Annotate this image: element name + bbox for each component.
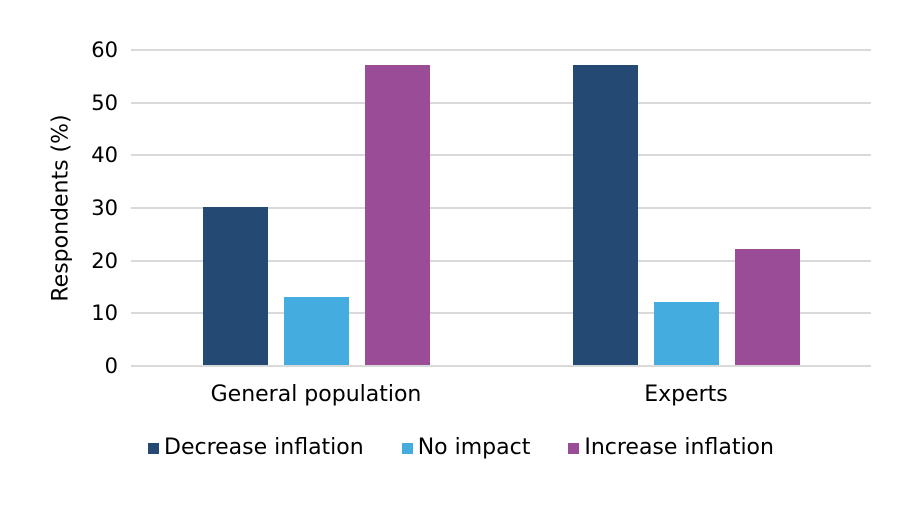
gridline-y-0: [131, 365, 871, 367]
bar-experts-no-impact: [653, 301, 719, 365]
bar-groups: [131, 49, 871, 367]
y-tick-label-0: 0: [104, 354, 118, 378]
plot-area: [131, 49, 871, 367]
legend-marker-no-impact: [401, 442, 413, 454]
gridline-y-10: [131, 312, 871, 315]
gridline-y-50: [131, 101, 871, 104]
legend-label-no-impact: No impact: [417, 435, 531, 460]
legend-label-increase-inflation: Increase inflation: [584, 435, 774, 460]
x-category-label-general-population: General population: [210, 382, 422, 407]
x-axis-category-labels: General population Experts: [131, 381, 871, 409]
bar-general-population-increase-inflation: [364, 64, 430, 365]
y-tick-label-40: 40: [91, 143, 118, 168]
legend-marker-decrease-inflation: [148, 442, 160, 454]
gridline-y-20: [131, 259, 871, 262]
bar-general-population-no-impact: [283, 296, 349, 365]
y-tick-label-60: 60: [91, 38, 118, 62]
y-tick-label-10: 10: [91, 301, 118, 326]
gridline-y-40: [131, 154, 871, 157]
bar-experts-increase-inflation: [734, 249, 800, 365]
legend: Decrease inflation No impact Increase infl…: [0, 434, 922, 462]
x-category-label-experts: Experts: [644, 382, 728, 407]
legend-marker-increase-inflation: [568, 442, 580, 454]
y-tick-label-30: 30: [91, 196, 118, 220]
gridline-y-60: [131, 49, 871, 51]
legend-label-decrease-inflation: Decrease inflation: [164, 435, 364, 460]
legend-item-increase-inflation: Increase inflation: [568, 434, 774, 462]
legend-item-decrease-inflation: Decrease inflation: [148, 434, 364, 462]
bar-experts-decrease-inflation: [572, 64, 638, 365]
bar-group-experts: [501, 49, 871, 367]
y-tick-label-50: 50: [91, 90, 118, 115]
y-tick-label-20: 20: [91, 248, 118, 273]
gridline-y-30: [131, 207, 871, 209]
bar-general-population-decrease-inflation: [202, 207, 268, 365]
legend-item-no-impact: No impact: [401, 434, 531, 462]
bar-group-general-population: [131, 49, 501, 367]
